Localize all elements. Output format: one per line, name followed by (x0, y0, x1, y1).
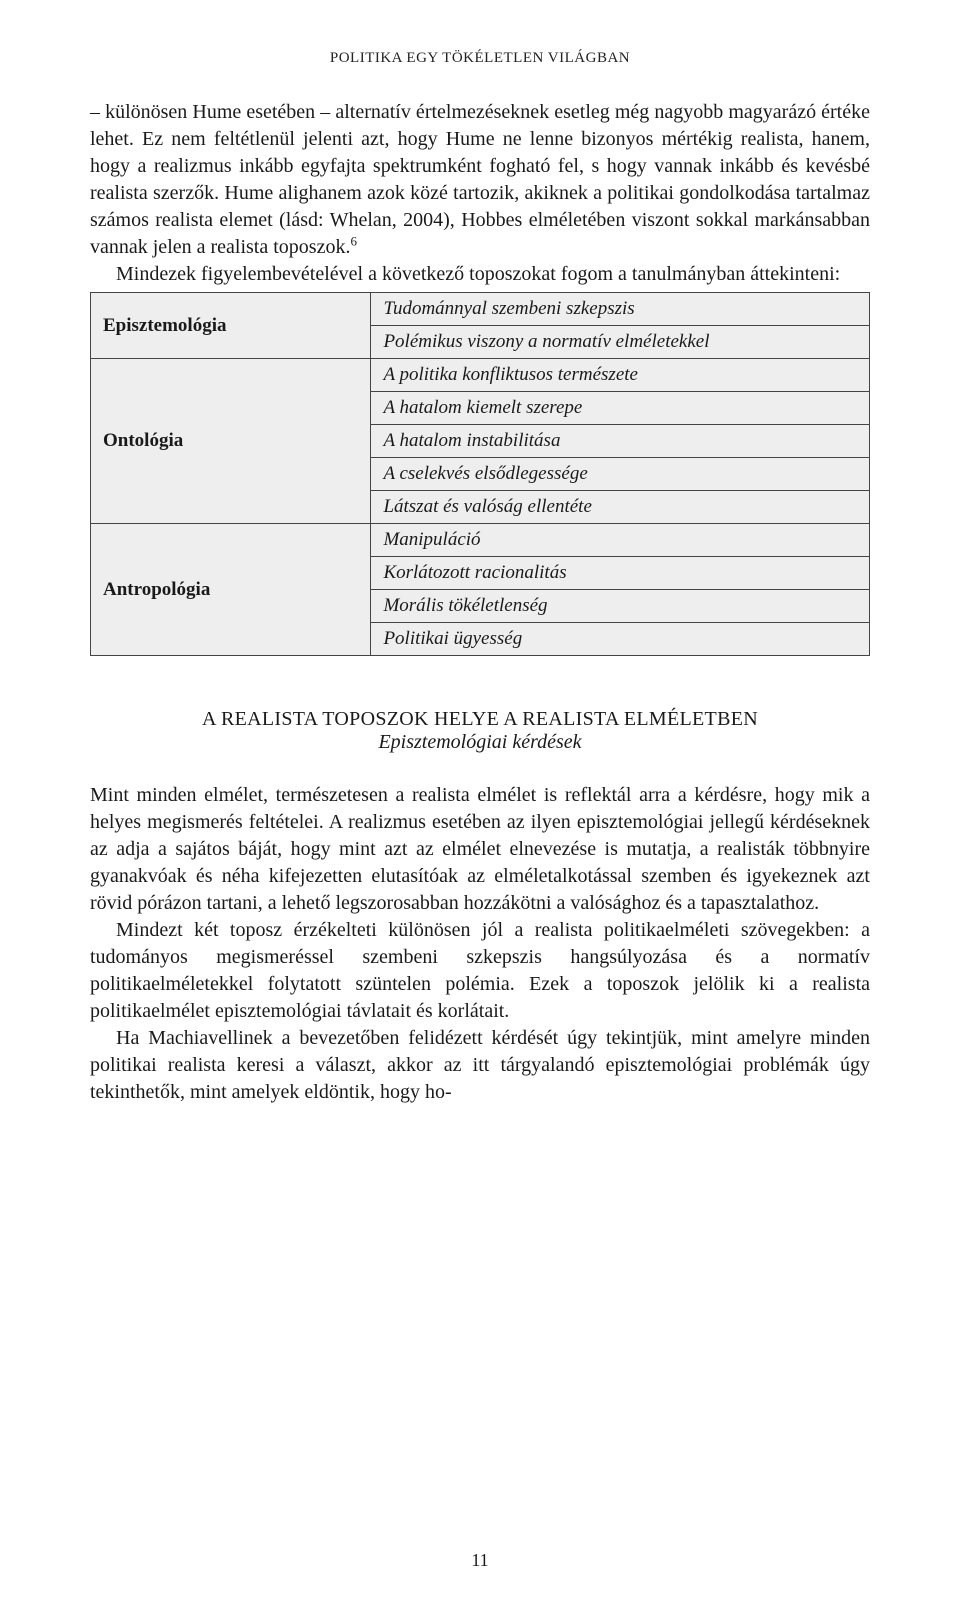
table-item: A hatalom instabilitása (371, 425, 870, 458)
paragraph-4: Mindezt két toposz érzékelteti különösen… (90, 917, 870, 1025)
running-header: POLITIKA EGY TÖKÉLETLEN VILÁGBAN (90, 50, 870, 67)
paragraph-2: Mindezek figyelembevételével a következő… (90, 261, 870, 288)
table-item: Tudománnyal szembeni szkepszis (371, 293, 870, 326)
page-number: 11 (0, 1550, 960, 1571)
para1-text: – különösen Hume esetében – alternatív é… (90, 101, 870, 258)
footnote-marker: 6 (350, 233, 357, 248)
table-item: A politika konfliktusos természete (371, 359, 870, 392)
topos-table: Episztemológia Tudománnyal szembeni szke… (90, 292, 870, 656)
section-subheading: Episztemológiai kérdések (90, 731, 870, 754)
table-item: Korlátozott racionalitás (371, 557, 870, 590)
paragraph-3: Mint minden elmélet, természetesen a rea… (90, 782, 870, 917)
table-category-3: Antropológia (91, 524, 371, 656)
paragraph-5: Ha Machiavellinek a bevezetőben felidéze… (90, 1025, 870, 1106)
table-item: A hatalom kiemelt szerepe (371, 392, 870, 425)
table-category-2: Ontológia (91, 359, 371, 524)
table-category-1: Episztemológia (91, 293, 371, 359)
table-item: Polémikus viszony a normatív elméletekke… (371, 326, 870, 359)
table-item: Látszat és valóság ellentéte (371, 491, 870, 524)
table-item: A cselekvés elsődlegessége (371, 458, 870, 491)
table-item: Politikai ügyesség (371, 623, 870, 656)
table-item: Morális tökéletlenség (371, 590, 870, 623)
section-heading: A REALISTA TOPOSZOK HELYE A REALISTA ELM… (90, 708, 870, 731)
table-item: Manipuláció (371, 524, 870, 557)
paragraph-1: – különösen Hume esetében – alternatív é… (90, 99, 870, 261)
